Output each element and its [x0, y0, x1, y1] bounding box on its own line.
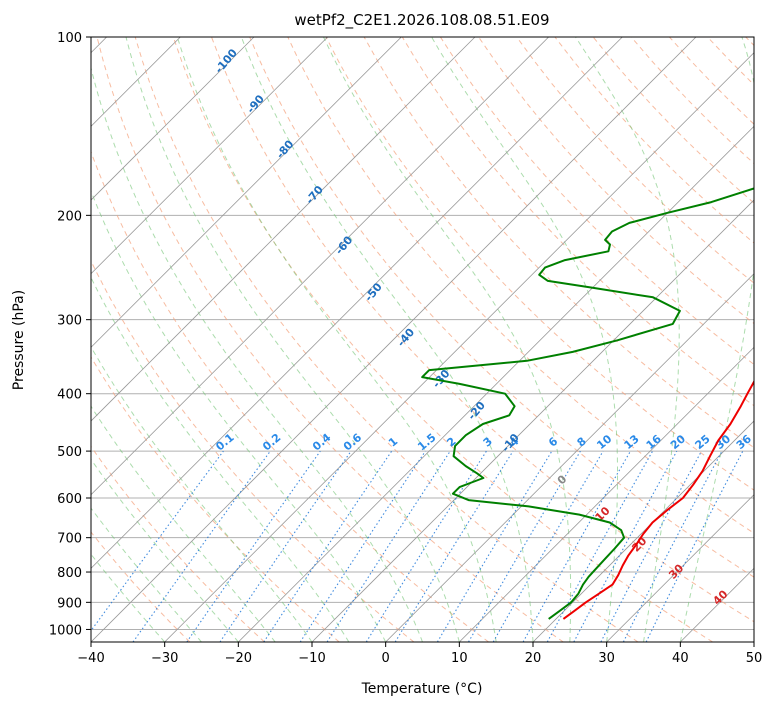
mixing-ratio-lines — [91, 450, 744, 642]
isotherm-line — [91, 37, 697, 642]
y-tick-label: 200 — [57, 209, 82, 224]
x-tick-label: −40 — [77, 651, 104, 666]
y-tick-label: 100 — [57, 31, 82, 46]
dry-adiabat-line — [91, 531, 191, 642]
isotherm-line — [311, 199, 754, 642]
isotherm-line — [91, 37, 623, 569]
mixing-ratio-line — [546, 450, 654, 642]
mixing-ratio-line — [326, 450, 451, 642]
moist-adiabat-line — [176, 37, 497, 642]
isotherm-line — [385, 273, 754, 642]
x-tick-label: −20 — [225, 651, 252, 666]
x-axis-label: Temperature (°C) — [361, 681, 483, 697]
y-tick-label: 1000 — [49, 623, 82, 638]
pressure-gridlines — [91, 37, 754, 630]
temperature-profile-line — [562, 379, 754, 620]
chart-title: wetPf2_C2E1.2026.108.08.51.E09 — [294, 11, 549, 30]
mixing-ratio-line — [573, 450, 678, 642]
dry-adiabat-line — [211, 37, 754, 623]
y-tick-label: 400 — [57, 388, 82, 403]
moist-adiabat-line — [91, 553, 166, 642]
x-tick-label: 10 — [451, 651, 468, 666]
x-tick-label: 50 — [746, 651, 763, 666]
moist-adiabats — [91, 37, 754, 642]
moist-adiabat-line — [91, 276, 350, 642]
dry-adiabat-line — [249, 37, 754, 578]
x-tick-label: −30 — [151, 651, 178, 666]
dry-adiabat-line — [91, 445, 265, 642]
y-tick-label: 900 — [57, 596, 82, 611]
y-tick-label: 300 — [57, 314, 82, 329]
moist-adiabat-line — [575, 37, 680, 642]
isotherms — [91, 37, 754, 642]
isotherm-line — [164, 52, 754, 642]
y-tick-label: 700 — [57, 532, 82, 547]
isotherm-line — [91, 37, 255, 201]
x-tick-label: 20 — [525, 651, 542, 666]
mixing-ratio-line — [132, 450, 271, 642]
moist-adiabat-line — [91, 507, 202, 642]
moist-adiabat-line — [240, 37, 534, 642]
dry-adiabat-line — [172, 37, 713, 642]
y-tick-label: 500 — [57, 445, 82, 460]
dry-adiabat-line — [401, 37, 754, 407]
isotherm-line — [91, 37, 549, 496]
moist-adiabat-line — [323, 37, 572, 642]
mixing-ratio-line — [263, 450, 393, 642]
plot-frame — [90, 36, 755, 643]
moist-adiabat-line — [91, 65, 423, 642]
y-axis-ticks: 100 200 300 400 500 600 700 800 900 1000 — [49, 31, 91, 638]
isotherm-line — [91, 37, 476, 422]
dry-adiabat-line — [91, 150, 489, 642]
mixing-ratio-line — [645, 450, 744, 642]
mixing-ratio-line — [219, 450, 352, 642]
isotherm-line — [238, 125, 754, 642]
sounding-profiles — [421, 187, 754, 620]
x-tick-label: 0 — [382, 651, 390, 666]
moist-adiabat-line — [91, 345, 313, 642]
y-axis-label: Pressure (hPa) — [11, 290, 27, 390]
isotherm-line — [532, 420, 754, 642]
mixing-ratio-line — [299, 450, 426, 642]
moist-adiabat-line — [125, 37, 460, 642]
moist-adiabat-line — [91, 189, 387, 642]
plot-area: 0.1 0.2 0.4 0.6 1 1.5 2 3 4 6 8 10 13 16 20 25 30 3601020… — [91, 37, 754, 642]
moist-adiabat-line — [91, 405, 276, 642]
moist-adiabat-line — [91, 458, 239, 642]
x-axis-ticks: −40 −30 −20 −10 0 10 20 30 40 50 — [77, 642, 762, 666]
isotherm-line — [459, 346, 754, 642]
y-tick-label: 800 — [57, 566, 82, 581]
dry-adiabat-line — [134, 37, 639, 642]
isotherm-line — [91, 37, 402, 348]
dewpoint-profile-line — [421, 187, 754, 620]
dry-adiabat-line — [96, 37, 564, 642]
mixing-ratio-line — [91, 450, 224, 632]
y-tick-label: 600 — [57, 492, 82, 507]
mixing-ratio-line — [186, 450, 321, 642]
x-tick-label: −10 — [298, 651, 325, 666]
mixing-ratio-line — [522, 450, 631, 642]
x-tick-label: 30 — [598, 651, 615, 666]
dry-adiabat-line — [439, 37, 754, 366]
isotherm-line — [91, 37, 328, 275]
dry-adiabat-line — [91, 356, 340, 642]
isotherm-line — [606, 494, 754, 642]
moist-adiabat-line — [431, 37, 618, 642]
mixing-ratio-line — [394, 450, 514, 642]
x-tick-label: 40 — [672, 651, 689, 666]
dry-adiabat-line — [516, 37, 754, 284]
